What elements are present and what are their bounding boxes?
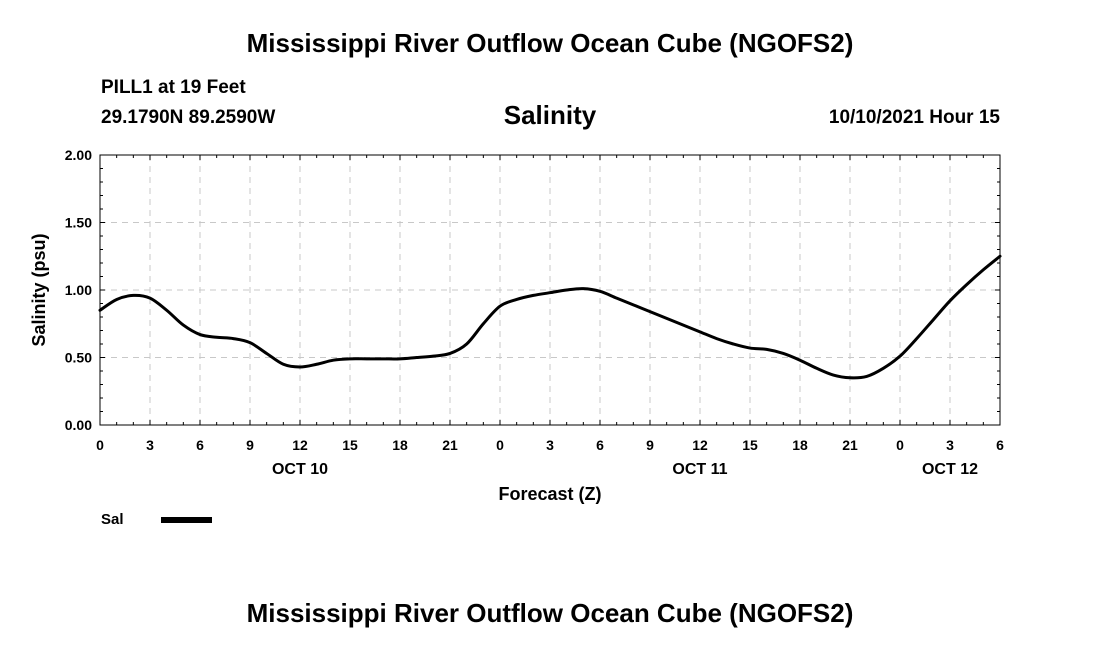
y-tick-label: 0.50: [65, 350, 92, 366]
x-axis-label: Forecast (Z): [498, 484, 601, 504]
date-label: OCT 12: [922, 461, 978, 478]
x-tick-label: 12: [292, 437, 308, 453]
y-tick-label: 2.00: [65, 147, 92, 163]
x-tick-label: 12: [692, 437, 708, 453]
x-tick-label: 6: [996, 437, 1004, 453]
x-tick-label: 0: [896, 437, 904, 453]
x-tick-label: 9: [246, 437, 254, 453]
legend-swatch: [161, 517, 212, 523]
date-label: OCT 11: [672, 461, 727, 478]
x-tick-label: 18: [392, 437, 408, 453]
station-label: PILL1 at 19 Feet: [101, 77, 246, 98]
salinity-series-line: [98, 254, 1002, 380]
x-tick-label: 15: [742, 437, 758, 453]
x-tick-label: 0: [96, 437, 104, 453]
legend-label: Sal: [101, 511, 124, 528]
x-tick-label: 21: [842, 437, 858, 453]
x-tick-label: 0: [496, 437, 504, 453]
x-tick-label: 21: [442, 437, 458, 453]
y-axis-label: Salinity (psu): [29, 233, 49, 346]
chart-title: Salinity: [503, 100, 597, 130]
y-tick-label: 1.00: [65, 282, 92, 298]
station-coordinates: 29.1790N 89.2590W: [101, 107, 276, 128]
x-tick-label: 15: [342, 437, 358, 453]
x-tick-label: 6: [596, 437, 604, 453]
footer-title: Mississippi River Outflow Ocean Cube (NG…: [246, 598, 854, 628]
plot-frame: [99, 154, 1001, 426]
y-tick-label: 1.50: [65, 215, 92, 231]
x-tick-label: 9: [646, 437, 654, 453]
main-title: Mississippi River Outflow Ocean Cube (NG…: [246, 28, 854, 58]
x-tick-label: 18: [792, 437, 808, 453]
x-tick-label: 3: [946, 437, 954, 453]
x-tick-label: 3: [546, 437, 554, 453]
run-time: 10/10/2021 Hour 15: [828, 107, 1000, 128]
x-tick-label: 3: [146, 437, 154, 453]
x-tick-label: 6: [196, 437, 204, 453]
date-label: OCT 10: [272, 461, 328, 478]
y-tick-label: 0.00: [65, 417, 92, 433]
